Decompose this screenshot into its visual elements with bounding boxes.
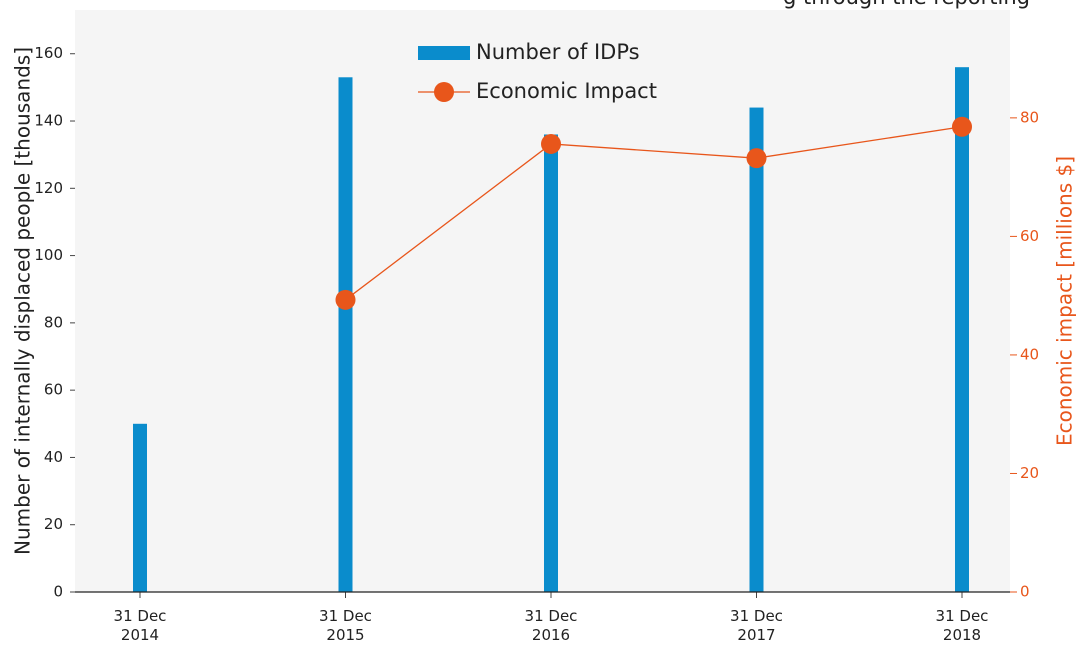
line-marker	[335, 289, 356, 310]
bar	[133, 423, 147, 592]
y-tick-label: 100	[34, 246, 63, 264]
y-tick-label: 60	[44, 381, 63, 399]
line-marker	[541, 133, 561, 154]
plot-area	[75, 10, 1010, 592]
x-tick-label: 31 Dec 2016	[525, 607, 578, 644]
y-tick-label: 80	[44, 313, 63, 331]
bar	[338, 77, 353, 593]
bar	[749, 107, 764, 592]
line	[345, 126, 963, 301]
legend-label: Economic Impact	[476, 79, 657, 103]
bar	[955, 67, 969, 593]
legend-label: Number of IDPs	[476, 40, 640, 64]
y2-axis-label: Economic impact [millions $]	[1053, 156, 1077, 446]
chart-title: g through the reporting	[783, 0, 1030, 9]
y-tick-label: 140	[34, 112, 63, 130]
y-tick-label: 120	[34, 179, 63, 197]
y-axis-label: Number of internally displaced people [t…	[11, 47, 35, 555]
y2-tick-label: 80	[1020, 108, 1039, 126]
legend-swatch	[418, 46, 470, 60]
x-tick-label: 31 Dec 2018	[936, 607, 989, 644]
bar	[544, 134, 558, 592]
legend-swatch	[434, 82, 454, 102]
y-tick-label: 20	[44, 515, 63, 533]
y-tick-label: 40	[44, 448, 63, 466]
y2-tick-label: 60	[1020, 227, 1039, 245]
x-tick-label: 31 Dec 2014	[114, 607, 167, 644]
line-marker	[746, 148, 767, 169]
x-tick-label: 31 Dec 2017	[730, 607, 783, 644]
line-marker	[952, 116, 972, 137]
x-tick-label: 31 Dec 2015	[319, 607, 372, 644]
y2-tick-label: 0	[1020, 583, 1030, 601]
y2-tick-label: 20	[1020, 464, 1039, 482]
y2-tick-label: 40	[1020, 345, 1039, 363]
y-tick-label: 0	[53, 583, 63, 601]
y-tick-label: 160	[34, 44, 63, 62]
